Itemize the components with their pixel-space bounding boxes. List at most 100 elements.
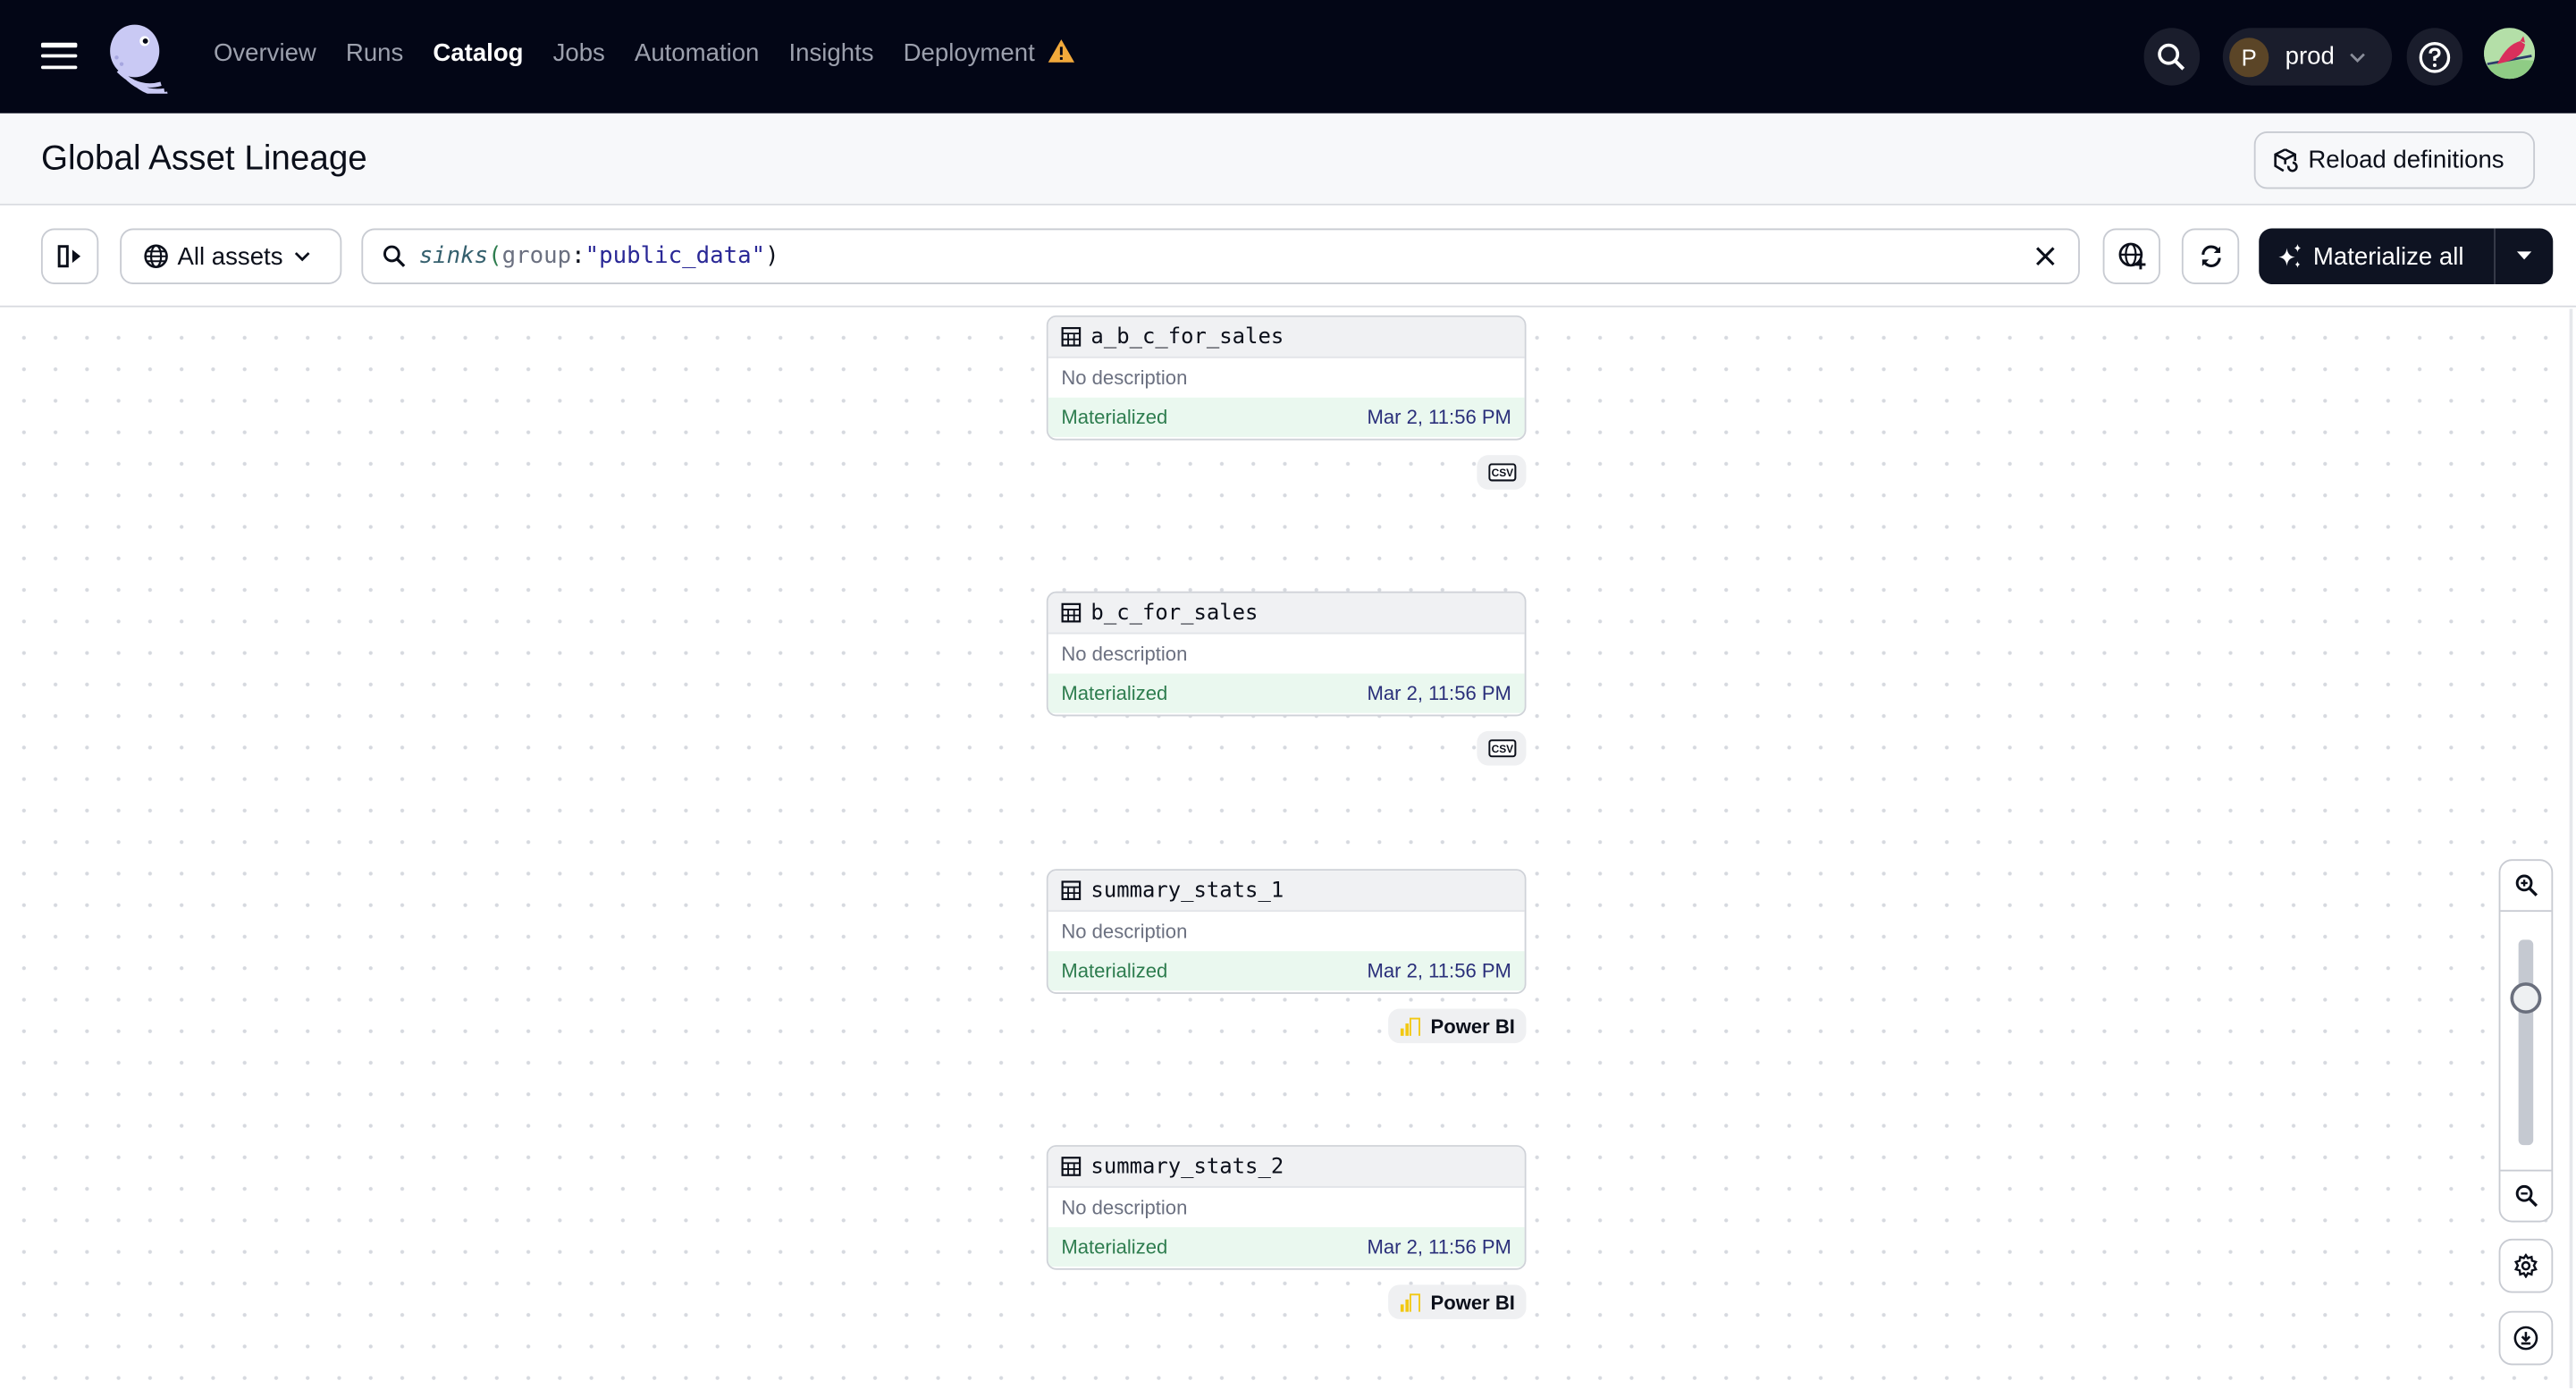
status-badge: Materialized	[1061, 405, 1168, 429]
materialize-all-label: Materialize all	[2312, 242, 2464, 271]
graph-settings-button[interactable]	[2498, 1238, 2554, 1293]
asset-name: summary_stats_1	[1090, 878, 1284, 903]
materialize-all-button[interactable]: Materialize all	[2259, 228, 2554, 284]
table-icon	[1061, 880, 1082, 901]
materialized-timestamp[interactable]: Mar 2, 11:56 PM	[1367, 405, 1511, 429]
asset-name: b_c_for_sales	[1090, 600, 1259, 626]
table-icon	[1061, 1157, 1082, 1176]
asset-selection-input[interactable]: sinks(group: "public_data")	[361, 228, 2080, 284]
deployment-name: prod	[2285, 42, 2335, 72]
user-avatar[interactable]	[2484, 28, 2536, 80]
zoom-in-icon	[2514, 874, 2538, 897]
table-icon	[1061, 326, 1082, 347]
asset-node-header: summary_stats_2	[1048, 1146, 1525, 1188]
refresh-button[interactable]	[2181, 228, 2240, 284]
materialized-timestamp[interactable]: Mar 2, 11:56 PM	[1367, 681, 1511, 705]
asset-description: No description	[1061, 920, 1188, 944]
help-icon	[2419, 41, 2451, 72]
asset-node[interactable]: a_b_c_for_sales No description Materiali…	[1046, 315, 1527, 441]
kind-tag: Power BI	[1388, 1008, 1527, 1044]
sidebar-expand-icon	[56, 245, 80, 268]
help-button[interactable]	[2406, 28, 2463, 86]
sparkle-icon	[2278, 243, 2302, 268]
main-nav: Overview Runs Catalog Jobs Automation In…	[214, 39, 1074, 67]
nav-deployment-label: Deployment	[903, 39, 1035, 68]
reload-definitions-button[interactable]: Reload definitions	[2253, 131, 2536, 189]
materialize-options-button[interactable]	[2496, 228, 2553, 283]
top-nav-bar: Overview Runs Catalog Jobs Automation In…	[0, 0, 2576, 114]
dagster-logo[interactable]	[102, 21, 174, 94]
query-value: "public_data"	[585, 243, 766, 270]
menu-icon[interactable]	[40, 42, 78, 70]
zoom-in-button[interactable]	[2500, 861, 2552, 913]
query-colon: :	[571, 243, 585, 270]
query-key: group	[501, 243, 572, 270]
kind-tag: CSVCSV	[1477, 730, 1527, 766]
csv-icon: CSV	[1487, 739, 1516, 758]
zoom-slider[interactable]	[2510, 939, 2542, 1146]
asset-node-header: a_b_c_for_sales	[1048, 316, 1525, 358]
download-icon	[2513, 1326, 2538, 1351]
nav-runs[interactable]: Runs	[345, 39, 404, 68]
asset-description: No description	[1061, 642, 1188, 666]
svg-text:CSV: CSV	[1491, 743, 1513, 755]
search-icon	[383, 245, 406, 267]
asset-name: a_b_c_for_sales	[1090, 324, 1284, 349]
query-open-paren: (	[488, 243, 502, 270]
query-function: sinks	[418, 243, 489, 270]
page-title: Global Asset Lineage	[40, 139, 367, 178]
globe-icon	[144, 244, 168, 268]
asset-status-row: Materialized Mar 2, 11:56 PM	[1048, 397, 1525, 437]
warning-icon	[1048, 39, 1074, 63]
lineage-toolbar: All assets sinks(group: "public_data") Ma…	[0, 205, 2576, 307]
nav-jobs[interactable]: Jobs	[552, 39, 605, 68]
asset-description: No description	[1061, 366, 1188, 390]
powerbi-icon	[1400, 1292, 1420, 1311]
nav-deployment[interactable]: Deployment	[904, 39, 1074, 67]
zoom-slider-handle[interactable]	[2510, 982, 2542, 1014]
nav-automation[interactable]: Automation	[634, 39, 760, 68]
status-badge: Materialized	[1061, 1235, 1168, 1259]
asset-status-row: Materialized Mar 2, 11:56 PM	[1048, 951, 1525, 991]
asset-description: No description	[1061, 1196, 1188, 1219]
search-button[interactable]	[2143, 28, 2201, 86]
asset-name: summary_stats_2	[1090, 1154, 1284, 1179]
deployment-switcher[interactable]: P prod	[2222, 28, 2393, 86]
asset-node[interactable]: b_c_for_sales No description Materialize…	[1046, 591, 1527, 717]
page-header: Global Asset Lineage Reload definitions	[0, 113, 2576, 206]
deployment-avatar: P	[2229, 37, 2269, 77]
globe-add-icon	[2117, 242, 2145, 270]
zoom-out-icon	[2514, 1184, 2538, 1208]
chevron-down-icon	[2350, 52, 2365, 63]
clear-icon[interactable]	[2035, 247, 2055, 266]
reload-definitions-label: Reload definitions	[2308, 146, 2504, 174]
zoom-out-button[interactable]	[2500, 1169, 2552, 1221]
asset-node-header: b_c_for_sales	[1048, 593, 1525, 635]
search-icon	[2158, 42, 2185, 70]
svg-text:CSV: CSV	[1491, 467, 1513, 479]
download-image-button[interactable]	[2498, 1310, 2554, 1366]
nav-overview[interactable]: Overview	[213, 39, 316, 68]
materialized-timestamp[interactable]: Mar 2, 11:56 PM	[1367, 959, 1511, 983]
asset-status-row: Materialized Mar 2, 11:56 PM	[1048, 673, 1525, 713]
nav-insights[interactable]: Insights	[788, 39, 874, 68]
asset-node-header: summary_stats_1	[1048, 871, 1525, 913]
status-badge: Materialized	[1061, 681, 1168, 705]
query-close-paren: )	[765, 243, 779, 270]
asset-node[interactable]: summary_stats_1 No description Materiali…	[1046, 869, 1527, 994]
materialized-timestamp[interactable]: Mar 2, 11:56 PM	[1367, 1235, 1511, 1259]
status-badge: Materialized	[1061, 959, 1168, 983]
chevron-down-icon	[295, 252, 310, 262]
add-code-location-button[interactable]	[2102, 228, 2160, 284]
kind-label: Power BI	[1430, 1290, 1515, 1314]
reload-cube-icon	[2274, 147, 2298, 172]
csv-icon: CSV	[1487, 463, 1516, 482]
caret-down-icon	[2516, 251, 2532, 260]
table-icon	[1061, 602, 1082, 623]
powerbi-icon	[1400, 1016, 1420, 1035]
asset-scope-dropdown[interactable]: All assets	[120, 228, 342, 284]
nav-catalog[interactable]: Catalog	[433, 39, 524, 68]
asset-status-row: Materialized Mar 2, 11:56 PM	[1048, 1226, 1525, 1267]
asset-node[interactable]: summary_stats_2 No description Materiali…	[1046, 1145, 1527, 1270]
toggle-sidebar-button[interactable]	[40, 228, 99, 284]
